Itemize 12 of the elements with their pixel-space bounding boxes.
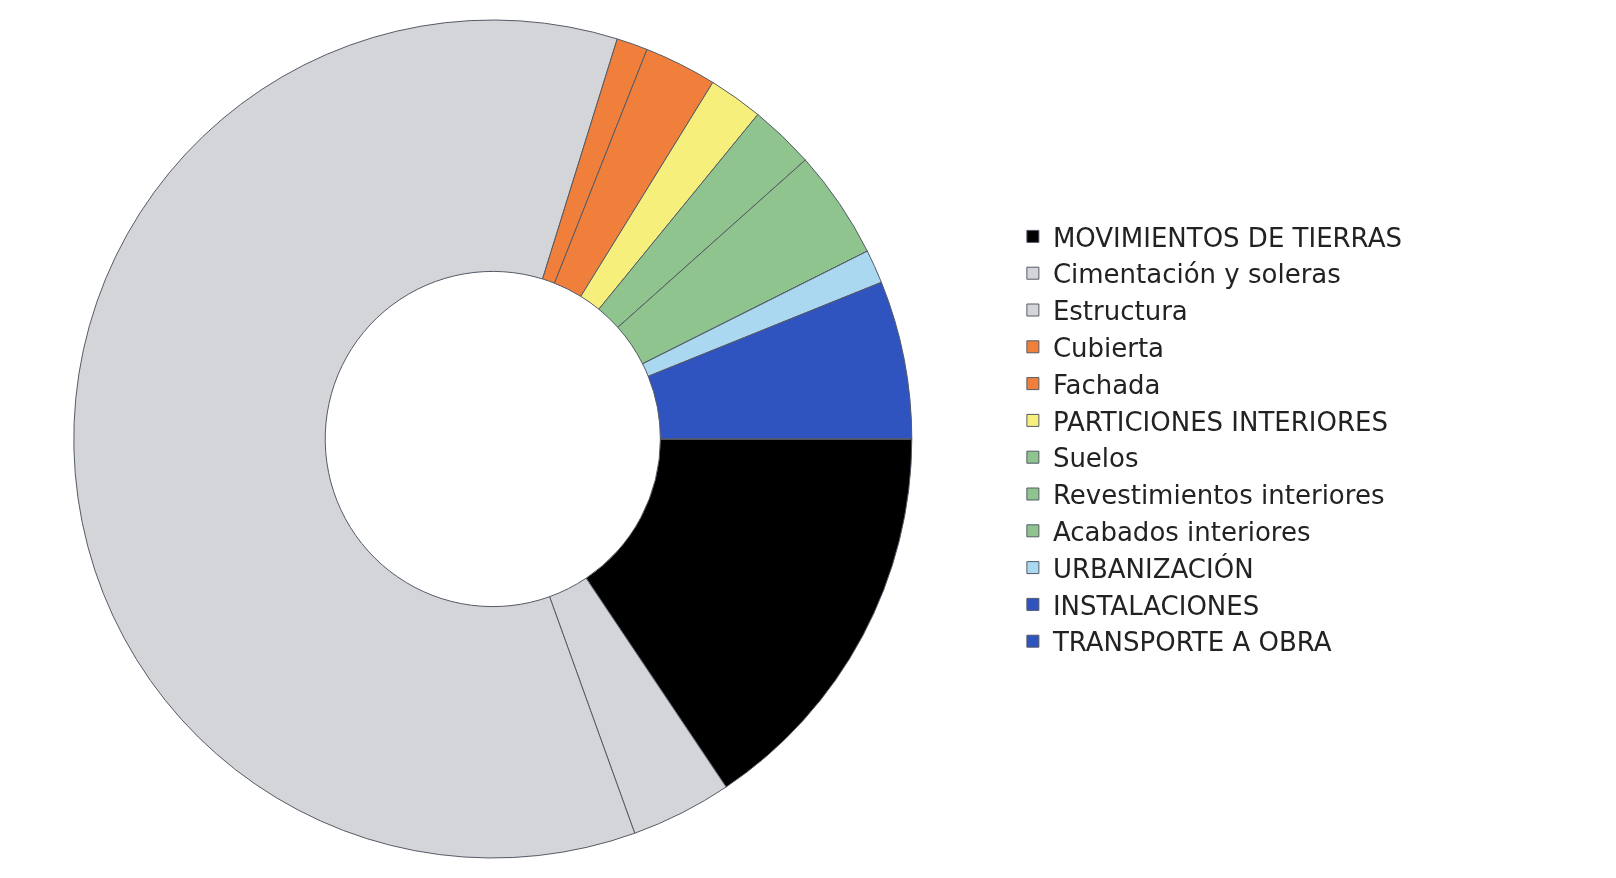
legend-label: Suelos [1052, 443, 1139, 474]
legend-label: Revestimientos interiores [1052, 480, 1385, 511]
legend-label: Cubierta [1052, 332, 1165, 363]
legend-label: INSTALACIONES [1052, 590, 1260, 621]
legend-label: Cimentación y soleras [1052, 259, 1341, 290]
legend-label: URBANIZACIÓN [1052, 552, 1254, 584]
legend-label: Estructura [1052, 296, 1188, 327]
legend-label: TRANSPORTE A OBRA [1051, 627, 1332, 658]
legend-label: Fachada [1052, 369, 1161, 400]
legend-label: MOVIMIENTOS DE TIERRAS [1052, 222, 1402, 253]
legend-label: PARTICIONES INTERIORES [1052, 406, 1388, 437]
legend-label: Acabados interiores [1052, 516, 1311, 547]
